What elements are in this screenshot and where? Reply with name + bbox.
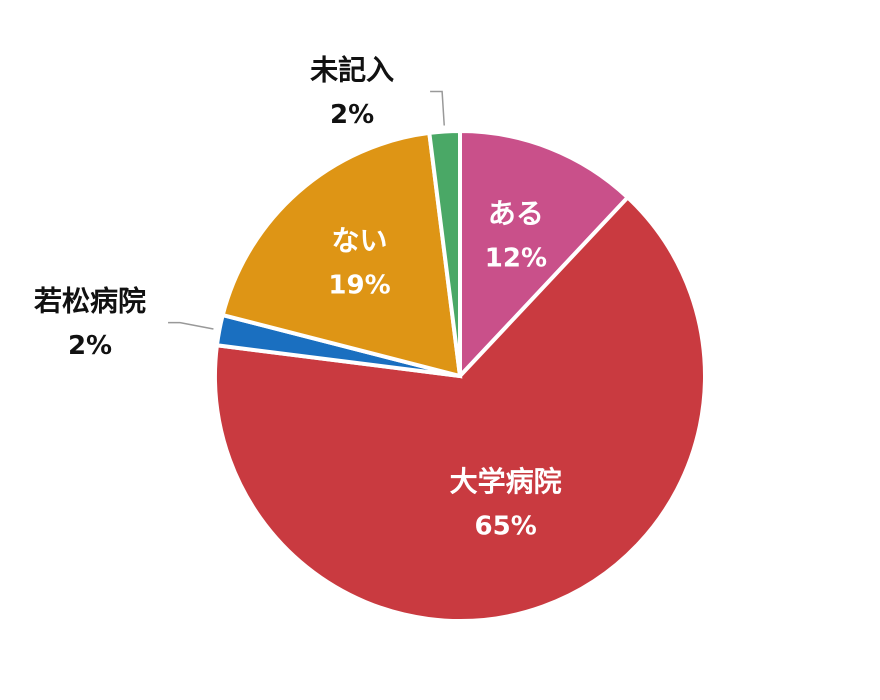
slice-value-label: 2% [330, 100, 374, 130]
slice-value-label: 12% [485, 243, 547, 273]
slice-category-label: ない [332, 224, 388, 257]
slice-value-label: 65% [475, 511, 537, 541]
pie-slice [458, 128, 631, 382]
pie-slice [427, 128, 462, 377]
slice-category-label: 若松病院 [34, 285, 146, 318]
leader-line [168, 321, 214, 330]
slice-category-label: 大学病院 [450, 465, 562, 498]
pie-slice [213, 194, 707, 623]
leader-line [430, 90, 445, 126]
slice-value-label: 19% [328, 271, 390, 301]
slice-category-label: ある [488, 197, 544, 230]
slice-value-label: 2% [68, 331, 112, 361]
slice-category-label: 未記入 [310, 54, 394, 87]
pie-slice [220, 130, 463, 379]
